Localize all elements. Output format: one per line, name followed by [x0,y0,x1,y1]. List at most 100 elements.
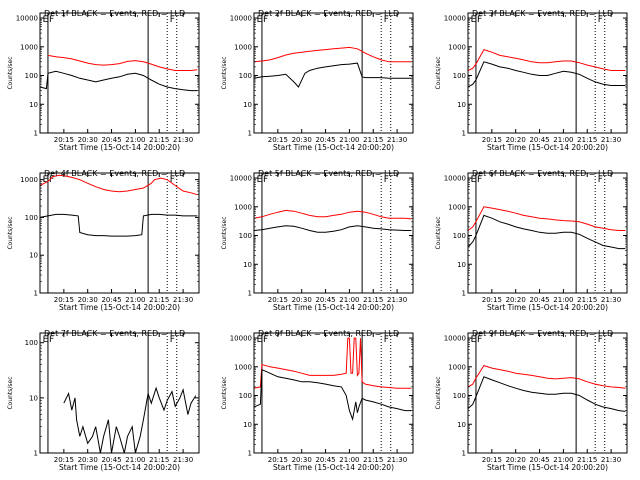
x-tick-label: 20:45 [529,136,549,144]
y-tick-label: 10 [243,261,252,269]
series-lld [467,48,626,71]
plot-frame [467,172,628,294]
x-tick-label: 20:15 [268,456,288,464]
x-axis-label: Start Time (15-Oct-14 20:00:20) [487,463,608,472]
x-tick-label: 20:20 [506,136,526,144]
y-tick-label: 100 [239,72,252,80]
y-tick-label: 1000 [234,203,252,211]
x-tick-label: 20:30 [292,456,312,464]
x-tick-label: 20:15 [482,136,502,144]
y-axis-label: Counts/sec [435,216,442,249]
y-axis-label: Counts/sec [7,56,14,89]
x-tick-label: 21:15 [149,136,169,144]
series-lld [253,337,412,389]
x-axis-label: Start Time (15-Oct-14 20:00:20) [273,463,394,472]
x-tick-label: 21:30 [173,456,193,464]
series-lld [253,209,412,220]
marker-label: E [257,15,263,25]
series-events [467,214,626,250]
x-axis-label: Start Time (15-Oct-14 20:00:20) [487,143,608,152]
marker-label: F [384,15,389,25]
x-tick-label: 21:30 [601,136,621,144]
marker-label: F [598,15,603,25]
series-events [253,62,412,88]
x-tick-label: 21:15 [363,296,383,304]
x-tick-label: 20:15 [54,136,74,144]
series-events [63,386,197,454]
y-tick-label: 10 [29,101,38,109]
x-axis-label: Start Time (15-Oct-14 20:00:20) [59,463,180,472]
x-tick-label: 21:00 [125,136,145,144]
plot-frame [39,332,200,454]
x-tick-label: 21:15 [577,136,597,144]
x-tick-label: 21:15 [149,456,169,464]
x-tick-label: 20:45 [315,296,335,304]
marker-label: F [384,335,389,345]
plot-frame [253,172,414,294]
y-tick-label: 1 [462,130,466,138]
x-tick-label: 21:30 [387,296,407,304]
marker-label: F [49,15,54,25]
x-tick-label: 20:30 [78,136,98,144]
x-tick-label: 21:00 [553,296,573,304]
y-tick-label: 1000 [448,203,466,211]
marker-label: F [477,15,482,25]
y-tick-label: 100 [453,72,466,80]
x-tick-label: 20:45 [101,456,121,464]
x-tick-label: 20:20 [506,296,526,304]
y-tick-label: 10 [457,421,466,429]
marker-label: E [43,335,49,345]
x-tick-label: 20:15 [482,296,502,304]
plot-frame [253,332,414,454]
x-tick-label: 21:30 [173,296,193,304]
y-axis-label: Counts/sec [221,216,228,249]
plot-frame [39,12,200,134]
marker-label: E [471,175,477,185]
x-tick-label: 20:30 [292,296,312,304]
series-lld [47,54,198,71]
y-tick-label: 100 [453,232,466,240]
plot-frame [39,172,200,294]
y-tick-label: 1000 [20,43,38,51]
y-tick-label: 10 [29,252,38,260]
y-tick-label: 1 [462,450,466,458]
y-tick-label: 10 [243,421,252,429]
x-tick-label: 21:00 [339,456,359,464]
y-axis-label: Counts/sec [435,56,442,89]
x-tick-label: 20:30 [292,136,312,144]
marker-label: F [384,175,389,185]
series-events [39,70,198,92]
x-tick-label: 21:00 [553,136,573,144]
marker-label: E [43,175,49,185]
y-tick-label: 100 [453,392,466,400]
x-tick-label: 21:30 [173,136,193,144]
y-tick-label: 100 [25,339,38,347]
y-tick-label: 1000 [448,43,466,51]
x-tick-label: 20:15 [54,296,74,304]
marker-label: F [263,175,268,185]
y-tick-label: 1000 [448,363,466,371]
x-axis-label: Start Time (15-Oct-14 20:00:20) [487,303,608,312]
y-tick-label: 1000 [234,363,252,371]
x-tick-label: 20:20 [506,456,526,464]
marker-label: F [170,15,175,25]
y-tick-label: 1000 [234,43,252,51]
x-tick-label: 21:15 [577,296,597,304]
x-tick-label: 21:00 [553,456,573,464]
series-lld [39,174,198,196]
y-axis-label: Counts/sec [221,56,228,89]
y-tick-label: 10000 [444,15,466,23]
y-tick-label: 10000 [230,335,252,343]
y-tick-label: 10 [457,261,466,269]
plot-frame [467,332,628,454]
x-axis-label: Start Time (15-Oct-14 20:00:20) [59,143,180,152]
y-axis-label: Counts/sec [7,376,14,409]
y-tick-label: 100 [25,72,38,80]
y-tick-label: 10 [243,101,252,109]
y-tick-label: 1000 [20,176,38,184]
x-tick-label: 20:45 [529,296,549,304]
